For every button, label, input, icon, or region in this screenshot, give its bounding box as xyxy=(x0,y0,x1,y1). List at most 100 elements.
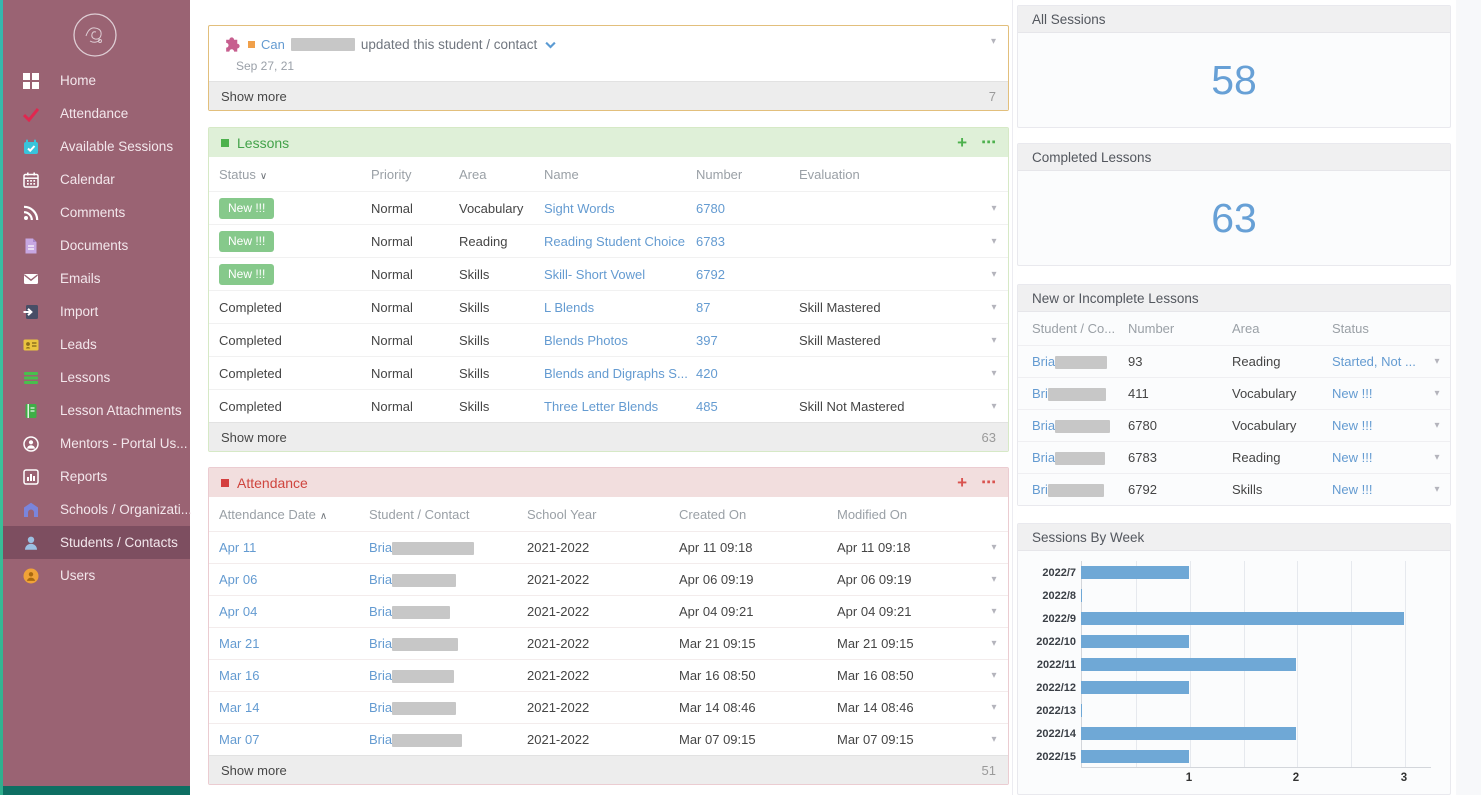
sidebar-item-mentors[interactable]: Mentors - Portal Us... xyxy=(0,427,190,460)
chevron-down-icon[interactable] xyxy=(543,37,558,52)
add-lesson-button[interactable]: + xyxy=(957,134,967,151)
sidebar-item-students-contacts[interactable]: Students / Contacts xyxy=(0,526,190,559)
sidebar-item-home[interactable]: Home xyxy=(0,64,190,97)
attendance-date-link[interactable]: Apr 06 xyxy=(219,572,369,587)
row-menu-caret[interactable] xyxy=(980,401,1008,412)
column-header-attendance-date[interactable]: Attendance Date∧ xyxy=(219,507,369,522)
column-header-name[interactable]: Name xyxy=(544,167,696,182)
column-header-student[interactable]: Student / Co... xyxy=(1032,321,1128,336)
column-header-created-on[interactable]: Created On xyxy=(679,507,837,522)
row-menu-caret[interactable] xyxy=(980,606,1008,617)
lesson-number-link[interactable]: 420 xyxy=(696,366,799,381)
status-link[interactable]: New !!! xyxy=(1332,482,1424,497)
attendance-show-more[interactable]: Show more 51 xyxy=(209,755,1008,784)
row-menu-caret[interactable] xyxy=(980,302,1008,313)
student-link[interactable]: Bria xyxy=(369,540,392,555)
row-menu-caret[interactable] xyxy=(980,734,1008,745)
sidebar-item-schools[interactable]: Schools / Organizati... xyxy=(0,493,190,526)
lesson-number-link[interactable]: 485 xyxy=(696,399,799,414)
row-menu-caret[interactable] xyxy=(980,638,1008,649)
student-link[interactable]: Bria xyxy=(1032,354,1055,369)
column-header-priority[interactable]: Priority xyxy=(371,167,459,182)
lesson-number-link[interactable]: 397 xyxy=(696,333,799,348)
attendance-menu-button[interactable]: ⋯ xyxy=(981,475,996,490)
lesson-number-link[interactable]: 6783 xyxy=(696,234,799,249)
student-link[interactable]: Bria xyxy=(369,700,392,715)
student-link[interactable]: Bri xyxy=(1032,482,1048,497)
add-attendance-button[interactable]: + xyxy=(957,474,967,491)
row-menu-caret[interactable] xyxy=(980,335,1008,346)
row-menu-caret[interactable] xyxy=(1424,484,1450,495)
student-link[interactable]: Bria xyxy=(1032,450,1055,465)
lessons-menu-button[interactable]: ⋯ xyxy=(981,135,996,150)
row-menu-caret[interactable] xyxy=(980,542,1008,553)
column-header-status[interactable]: Status xyxy=(1332,321,1424,336)
sidebar-item-comments[interactable]: Comments xyxy=(0,196,190,229)
column-header-area[interactable]: Area xyxy=(1232,321,1332,336)
attendance-date-link[interactable]: Mar 14 xyxy=(219,700,369,715)
row-menu-caret[interactable] xyxy=(980,236,1008,247)
row-menu-caret[interactable] xyxy=(980,574,1008,585)
student-link[interactable]: Bria xyxy=(369,636,392,651)
lesson-name-link[interactable]: Reading Student Choice xyxy=(544,234,696,249)
sidebar-item-lessons[interactable]: Lessons xyxy=(0,361,190,394)
attendance-date-link[interactable]: Apr 11 xyxy=(219,540,369,555)
lesson-name-link[interactable]: Skill- Short Vowel xyxy=(544,267,696,282)
student-link[interactable]: Bria xyxy=(369,604,392,619)
attendance-date-link[interactable]: Mar 21 xyxy=(219,636,369,651)
number-cell: 6783 xyxy=(1128,450,1232,465)
attendance-date-link[interactable]: Mar 07 xyxy=(219,732,369,747)
app-logo[interactable] xyxy=(0,0,190,62)
column-header-status[interactable]: Status∨ xyxy=(219,167,371,182)
row-menu-caret[interactable] xyxy=(1424,420,1450,431)
sidebar-item-emails[interactable]: Emails xyxy=(0,262,190,295)
sidebar-item-reports[interactable]: Reports xyxy=(0,460,190,493)
sidebar-item-lesson-attachments[interactable]: Lesson Attachments xyxy=(0,394,190,427)
row-menu-caret[interactable] xyxy=(980,670,1008,681)
activity-author-link[interactable]: Can xyxy=(261,37,285,52)
lesson-number-link[interactable]: 87 xyxy=(696,300,799,315)
sidebar-item-documents[interactable]: Documents xyxy=(0,229,190,262)
lessons-show-more[interactable]: Show more 63 xyxy=(209,422,1008,451)
lesson-name-link[interactable]: Blends and Digraphs S... xyxy=(544,366,696,381)
row-menu-caret[interactable] xyxy=(980,269,1008,280)
column-header-student-contact[interactable]: Student / Contact xyxy=(369,507,527,522)
lesson-number-link[interactable]: 6780 xyxy=(696,201,799,216)
column-header-number[interactable]: Number xyxy=(696,167,799,182)
column-header-number[interactable]: Number xyxy=(1128,321,1232,336)
sidebar-item-import[interactable]: Import xyxy=(0,295,190,328)
attendance-date-link[interactable]: Apr 04 xyxy=(219,604,369,619)
status-link[interactable]: New !!! xyxy=(1332,450,1424,465)
activity-menu-caret[interactable] xyxy=(991,36,996,47)
student-link[interactable]: Bria xyxy=(369,732,392,747)
lesson-name-link[interactable]: Blends Photos xyxy=(544,333,696,348)
student-link[interactable]: Bria xyxy=(369,668,392,683)
sidebar-item-leads[interactable]: Leads xyxy=(0,328,190,361)
student-link[interactable]: Bri xyxy=(1032,386,1048,401)
activity-show-more[interactable]: Show more 7 xyxy=(209,81,1008,110)
student-link[interactable]: Bria xyxy=(1032,418,1055,433)
status-link[interactable]: New !!! xyxy=(1332,418,1424,433)
attendance-date-link[interactable]: Mar 16 xyxy=(219,668,369,683)
student-link[interactable]: Bria xyxy=(369,572,392,587)
column-header-modified-on[interactable]: Modified On xyxy=(837,507,980,522)
row-menu-caret[interactable] xyxy=(980,702,1008,713)
sidebar-item-calendar[interactable]: Calendar xyxy=(0,163,190,196)
sidebar-item-users[interactable]: Users xyxy=(0,559,190,592)
lesson-name-link[interactable]: Three Letter Blends xyxy=(544,399,696,414)
column-header-area[interactable]: Area xyxy=(459,167,544,182)
sidebar-item-available-sessions[interactable]: Available Sessions xyxy=(0,130,190,163)
lesson-name-link[interactable]: L Blends xyxy=(544,300,696,315)
column-header-evaluation[interactable]: Evaluation xyxy=(799,167,980,182)
row-menu-caret[interactable] xyxy=(1424,452,1450,463)
lesson-name-link[interactable]: Sight Words xyxy=(544,201,696,216)
column-header-school-year[interactable]: School Year xyxy=(527,507,679,522)
status-link[interactable]: Started, Not ... xyxy=(1332,354,1424,369)
sidebar-item-attendance[interactable]: Attendance xyxy=(0,97,190,130)
row-menu-caret[interactable] xyxy=(1424,356,1450,367)
row-menu-caret[interactable] xyxy=(1424,388,1450,399)
row-menu-caret[interactable] xyxy=(980,203,1008,214)
lesson-number-link[interactable]: 6792 xyxy=(696,267,799,282)
status-link[interactable]: New !!! xyxy=(1332,386,1424,401)
row-menu-caret[interactable] xyxy=(980,368,1008,379)
